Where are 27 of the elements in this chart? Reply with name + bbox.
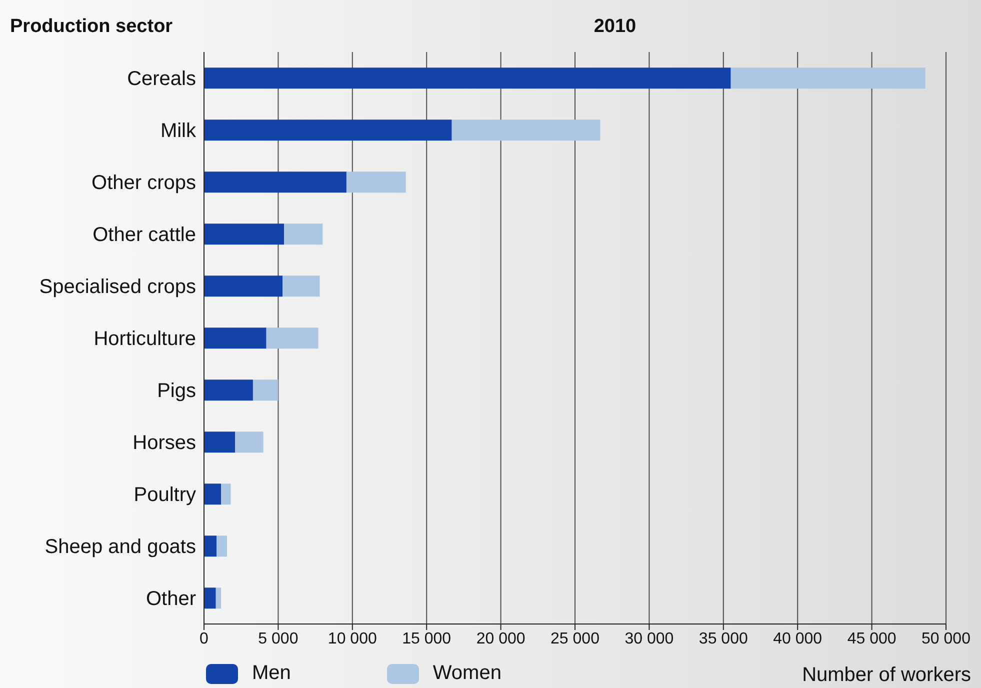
x-axis-title: Number of workers [802, 664, 971, 687]
y-tick-label: Pigs [157, 380, 196, 402]
y-tick-label: Cereals [127, 68, 196, 90]
y-tick-label: Milk [160, 120, 197, 142]
y-tick-label: Specialised crops [39, 276, 196, 298]
legend-label: Women [432, 662, 502, 685]
y-tick-label: Horticulture [94, 328, 196, 350]
x-tick-label: 20 000 [476, 630, 526, 648]
y-axis-title: Production sector [10, 16, 173, 38]
y-tick-label: Sheep and goats [44, 536, 196, 558]
y-tick-label: Poultry [134, 484, 196, 506]
y-tick-label: Other crops [92, 172, 196, 194]
x-tick-label: 25 000 [550, 630, 600, 648]
x-tick-label: 30 000 [624, 630, 674, 648]
x-tick-label: 0 [200, 630, 209, 648]
x-tick-label: 5 000 [258, 630, 298, 648]
chart-title: 2010 [592, 16, 638, 38]
x-tick-label: 50 000 [922, 630, 971, 648]
x-tick-label: 35 000 [698, 630, 748, 648]
x-tick-label: 45 000 [847, 630, 896, 648]
x-tick-label: 10 000 [328, 630, 377, 648]
y-tick-label: Horses [132, 432, 196, 454]
x-tick-label: 15 000 [402, 630, 452, 648]
y-tick-label: Other [146, 588, 196, 610]
y-tick-label: Other cattle [92, 224, 196, 246]
x-tick-label: 40 000 [773, 630, 822, 648]
legend-label: Men [252, 662, 291, 685]
